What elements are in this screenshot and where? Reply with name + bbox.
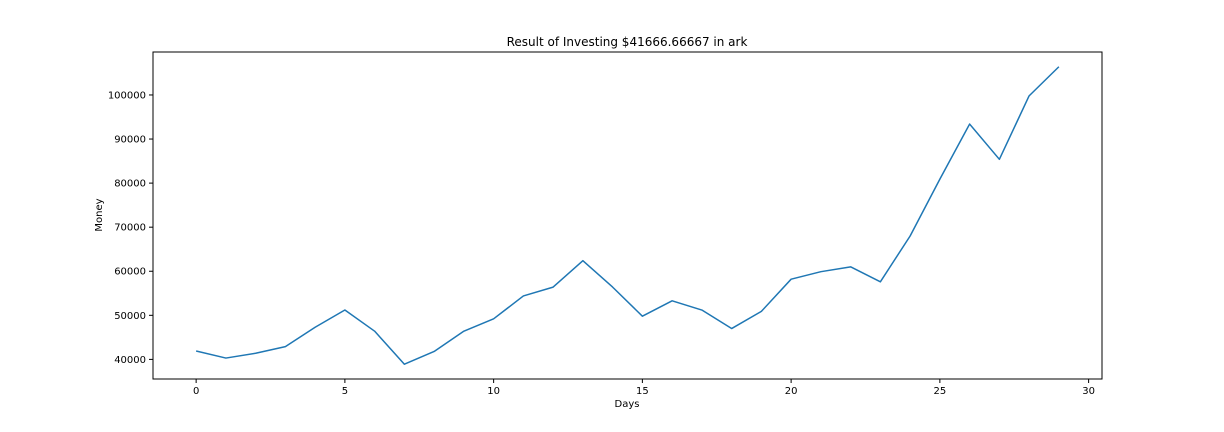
x-tick-label: 5	[342, 386, 348, 397]
x-tick-label: 20	[785, 386, 798, 397]
axes-frame	[152, 51, 1103, 380]
x-tick-label: 30	[1082, 386, 1095, 397]
x-axis-label: Days	[615, 399, 640, 410]
series-line-0	[195, 66, 1060, 365]
x-tick-label: 0	[193, 386, 199, 397]
x-tick-label: 25	[933, 386, 946, 397]
x-tick-label: 15	[636, 386, 649, 397]
plot-area: 0 5 10 15 20 25 30 40000 50000 60000 70000 80000 900…	[108, 51, 1103, 397]
y-tick-label: 40000	[114, 355, 146, 366]
y-tick-label: 50000	[114, 311, 146, 322]
y-tick-label: 60000	[114, 267, 146, 278]
y-tick-label: 80000	[114, 179, 146, 190]
y-axis-label: Money	[94, 198, 105, 231]
y-tick-label: 90000	[114, 135, 146, 146]
y-tick-label: 100000	[108, 90, 146, 101]
x-tick-label: 10	[487, 386, 500, 397]
chart-title: Result of Investing $41666.66667 in ark	[507, 35, 748, 49]
y-tick-label: 70000	[114, 223, 146, 234]
